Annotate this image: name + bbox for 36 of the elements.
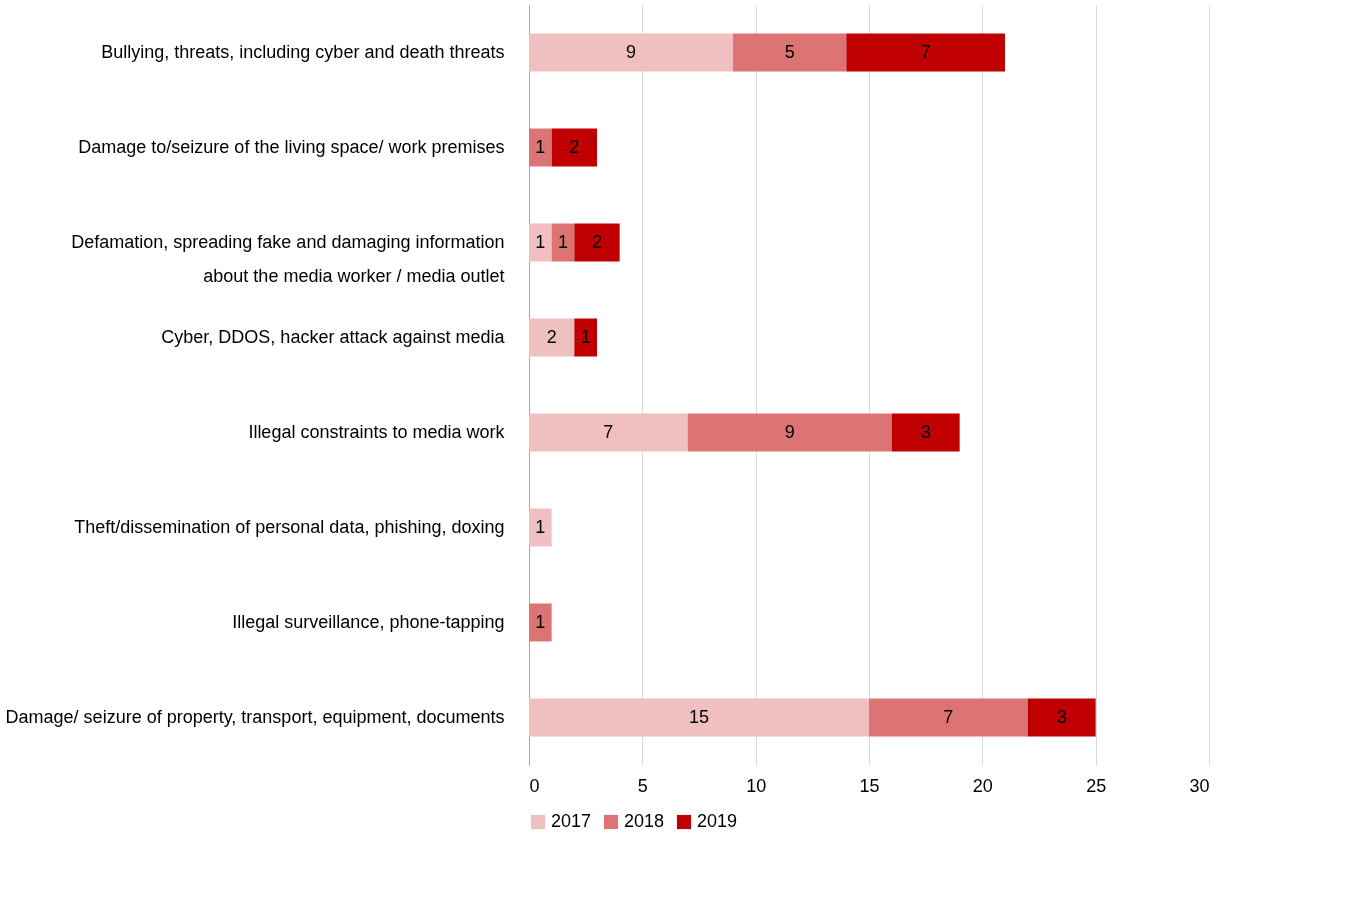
data-label: 3	[1056, 706, 1067, 727]
x-tick-label: 30	[1189, 775, 1210, 796]
x-tick-label: 10	[746, 775, 767, 796]
y-tick-label: Cyber, DDOS, hacker attack against media	[161, 326, 506, 347]
data-label: 1	[580, 326, 591, 347]
data-label: 5	[784, 41, 795, 62]
data-label: 1	[535, 611, 546, 632]
x-tick-label: 15	[859, 775, 880, 796]
data-label: 1	[535, 516, 546, 537]
data-label: 1	[535, 136, 546, 157]
data-label: 9	[625, 41, 637, 62]
y-tick-label: Illegal constraints to media work	[248, 421, 506, 442]
y-tick-label: Bullying, threats, including cyber and death threats	[101, 41, 505, 62]
data-label: 2	[546, 326, 557, 347]
data-label: 1	[557, 231, 569, 252]
y-tick-label: Defamation, spreading fake and damaging information about the media worker / media outlet	[71, 231, 505, 286]
data-label: 15	[688, 706, 710, 727]
data-label: 3	[920, 421, 931, 442]
x-tick-label: 25	[1086, 775, 1107, 796]
x-tick-label: 5	[637, 775, 648, 796]
y-tick-label: Theft/dissemination of personal data, phishing, doxing	[74, 516, 505, 537]
y-tick-label: Damage to/seizure of the living space/ work premises	[78, 136, 505, 157]
legend-label: 2019	[697, 811, 738, 831]
data-label: 7	[603, 421, 614, 442]
data-label: 2	[591, 231, 603, 252]
y-tick-label: Damage/ seizure of property, transport, equipment, documents	[5, 706, 505, 727]
x-tick-label: 0	[529, 775, 540, 796]
data-label: 1	[535, 231, 546, 252]
data-label: 7	[943, 706, 954, 727]
legend-label: 2018	[624, 811, 665, 831]
data-label: 7	[920, 41, 931, 62]
data-label: 2	[569, 136, 580, 157]
data-label: 9	[784, 421, 795, 442]
y-tick-label: Illegal surveillance, phone-tapping	[232, 611, 505, 632]
x-tick-label: 20	[972, 775, 993, 796]
legend-label: 2017	[551, 811, 592, 831]
